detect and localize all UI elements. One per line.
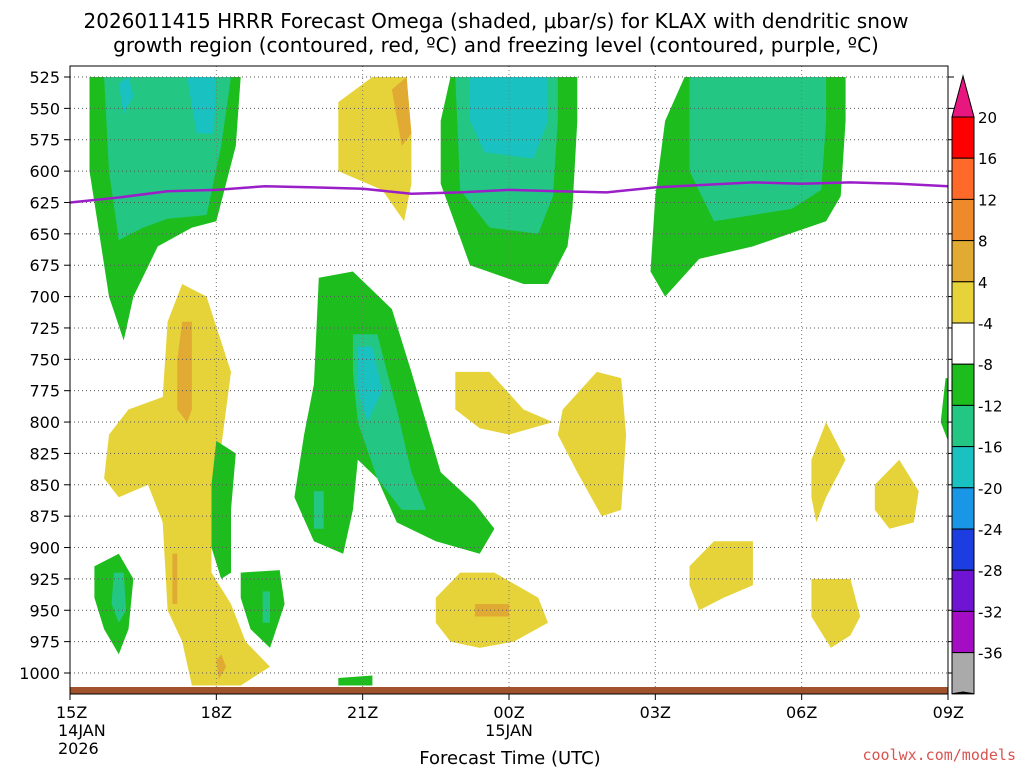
omega-neg12-d <box>357 346 383 423</box>
colorbar-label-16: 16 <box>978 150 997 168</box>
omega-neg12-c <box>470 77 548 159</box>
credit-text: coolwx.com/models <box>862 746 1016 764</box>
colorbar-swatch-3 <box>951 240 975 283</box>
x-tick-label-18Z: 18Z <box>201 703 232 722</box>
y-tick-label-675: 675 <box>29 256 60 275</box>
omega-pos4-c <box>455 371 553 435</box>
x-tick-label-09Z: 09Z <box>933 703 964 722</box>
colorbar-swatch-1 <box>951 157 975 200</box>
y-tick-label-625: 625 <box>29 193 60 212</box>
colorbar-swatch-5 <box>951 322 975 365</box>
freezing-level-line <box>69 181 949 204</box>
omega-shading-layer <box>89 77 948 686</box>
y-axis: 525 550 575 600 625 650 675 700 725 750 775 800 825 8… <box>19 68 954 683</box>
omega-pos8-a <box>391 77 412 146</box>
colorbar-label--24: -24 <box>978 521 1003 539</box>
omega-pos4-g <box>811 422 846 523</box>
x-subtitle-14JAN: 14JAN <box>58 721 106 740</box>
x-subtitle-15JAN: 15JAN <box>485 721 533 740</box>
omega-pos4-b <box>104 284 270 686</box>
colorbar-swatch-7 <box>951 404 975 448</box>
y-tick-label-825: 825 <box>29 444 60 463</box>
omega-neg4-f <box>211 440 236 579</box>
colorbar-top-arrow <box>951 74 975 118</box>
y-tick-label-750: 750 <box>29 350 60 369</box>
x-tick-label-06Z: 06Z <box>786 703 817 722</box>
colorbar-swatch-0 <box>951 116 975 159</box>
chart-title-line-1: 2026011415 HRRR Forecast Omega (shaded, … <box>84 9 909 33</box>
x-tick-label-03Z: 03Z <box>640 703 671 722</box>
omega-pos8-e <box>474 604 509 617</box>
y-tick-label-725: 725 <box>29 319 60 338</box>
colorbar-swatch-8 <box>951 446 975 489</box>
omega-neg8-e <box>313 491 324 529</box>
colorbar-swatch-10 <box>951 528 975 571</box>
x-tick-label-21Z: 21Z <box>347 703 378 722</box>
y-tick-label-925: 925 <box>29 570 60 589</box>
y-tick-label-975: 975 <box>29 633 60 652</box>
y-tick-label-1000: 1000 <box>19 664 60 683</box>
ground-strip <box>70 687 948 694</box>
colorbar-label--12: -12 <box>978 397 1003 415</box>
colorbar-swatch-9 <box>951 487 975 530</box>
omega-pos4-h <box>874 459 919 529</box>
x-axis-label: Forecast Time (UTC) <box>419 748 600 768</box>
y-tick-label-875: 875 <box>29 507 60 526</box>
colorbar-label--36: -36 <box>978 645 1003 663</box>
y-tick-label-700: 700 <box>29 288 60 307</box>
y-tick-label-850: 850 <box>29 476 60 495</box>
colorbar-swatch-2 <box>951 198 975 242</box>
omega-neg4-i <box>940 378 948 441</box>
colorbar-legend: 20 16 12 8 4 -4 -8 -12 -16 -20 -24 -28 -32 -36 <box>951 74 1003 695</box>
chart-title-line-2: growth region (contoured, red, ºC) and f… <box>113 33 879 57</box>
omega-pos8-b <box>177 321 192 423</box>
omega-pos4-a <box>338 77 412 222</box>
y-tick-label-950: 950 <box>29 601 60 620</box>
colorbar-label--20: -20 <box>978 480 1003 498</box>
colorbar-label--28: -28 <box>978 562 1003 580</box>
colorbar-label--4: -4 <box>978 315 993 333</box>
colorbar-swatch-11 <box>951 569 975 612</box>
omega-neg8-c <box>689 77 827 222</box>
omega-neg12-b <box>187 77 217 134</box>
colorbar-swatch-6 <box>951 363 975 406</box>
colorbar-swatch-12 <box>951 610 975 654</box>
colorbar-label--16: -16 <box>978 439 1003 457</box>
y-tick-label-650: 650 <box>29 225 60 244</box>
omega-neg12-a <box>118 77 134 115</box>
omega-pos4-i <box>811 578 861 648</box>
colorbar-swatch-13 <box>951 652 975 695</box>
colorbar-label-4: 4 <box>978 274 988 292</box>
omega-pos4-d <box>557 371 627 517</box>
colorbar-label--32: -32 <box>978 603 1003 621</box>
y-tick-label-775: 775 <box>29 382 60 401</box>
colorbar-bottom-arrow <box>951 691 975 695</box>
y-tick-label-575: 575 <box>29 131 60 150</box>
y-tick-label-525: 525 <box>29 68 60 87</box>
x-subtitle-2026: 2026 <box>58 739 99 758</box>
colorbar-label-12: 12 <box>978 191 997 209</box>
colorbar-swatch-4 <box>951 281 975 324</box>
omega-neg8-g <box>262 591 270 623</box>
y-tick-label-900: 900 <box>29 539 60 558</box>
y-tick-label-600: 600 <box>29 162 60 181</box>
omega-pos4-f <box>689 541 753 611</box>
x-tick-label-15Z: 15Z <box>56 703 87 722</box>
colorbar-label--8: -8 <box>978 356 993 374</box>
x-tick-label-00Z: 00Z <box>493 703 524 722</box>
colorbar-label-20: 20 <box>978 109 997 127</box>
colorbar-label-8: 8 <box>978 233 988 251</box>
y-tick-label-800: 800 <box>29 413 60 432</box>
omega-neg4-h <box>338 675 373 686</box>
y-tick-label-550: 550 <box>29 99 60 118</box>
omega-neg4-g <box>240 570 285 648</box>
